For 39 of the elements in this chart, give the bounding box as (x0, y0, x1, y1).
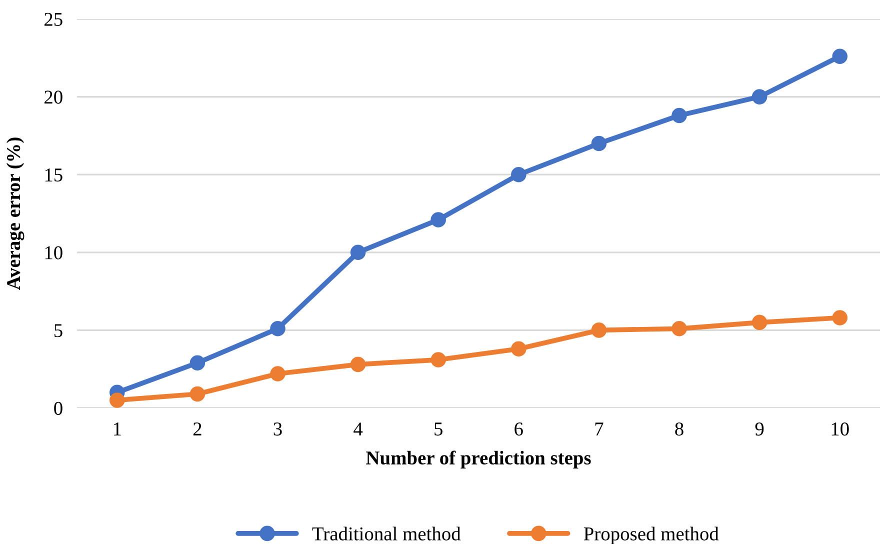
x-tick-label: 6 (514, 422, 523, 436)
point (350, 356, 366, 372)
point (430, 212, 446, 228)
point (672, 108, 687, 124)
point (190, 386, 206, 402)
y-tick-label: 0 (54, 402, 62, 415)
x-tick-label: 3 (274, 422, 282, 436)
point (350, 244, 366, 260)
y-tick-label: 25 (44, 12, 62, 26)
legend-label: Traditional method (312, 526, 461, 540)
legend-label: Proposed method (584, 526, 719, 544)
point (591, 322, 607, 338)
point (270, 366, 286, 382)
point (832, 48, 848, 64)
x-tick-label: 9 (755, 422, 764, 436)
x-tick-label: 4 (354, 422, 363, 436)
y-tick-label: 20 (44, 90, 62, 104)
y-tick-label: 5 (54, 324, 62, 338)
x-tick-label: 7 (595, 422, 604, 436)
point (752, 89, 768, 104)
x-tick-label: 1 (114, 422, 121, 436)
x-axis-title: Number of prediction steps (366, 450, 591, 468)
y-tick-label: 10 (45, 246, 62, 260)
x-tick-label: 5 (434, 422, 442, 436)
y-tick-label: 15 (45, 168, 62, 182)
point (511, 341, 526, 357)
x-tick-label: 8 (675, 422, 684, 436)
point (190, 355, 206, 371)
point (752, 314, 768, 330)
point (832, 310, 848, 326)
y-axis-title: Average error (%) (6, 138, 24, 290)
point (672, 321, 687, 336)
point (430, 352, 446, 368)
point (110, 392, 125, 408)
x-tick-label: 10 (832, 422, 849, 436)
point (591, 136, 607, 152)
point (270, 321, 286, 336)
point (511, 166, 526, 182)
x-tick-label: 2 (193, 422, 202, 436)
